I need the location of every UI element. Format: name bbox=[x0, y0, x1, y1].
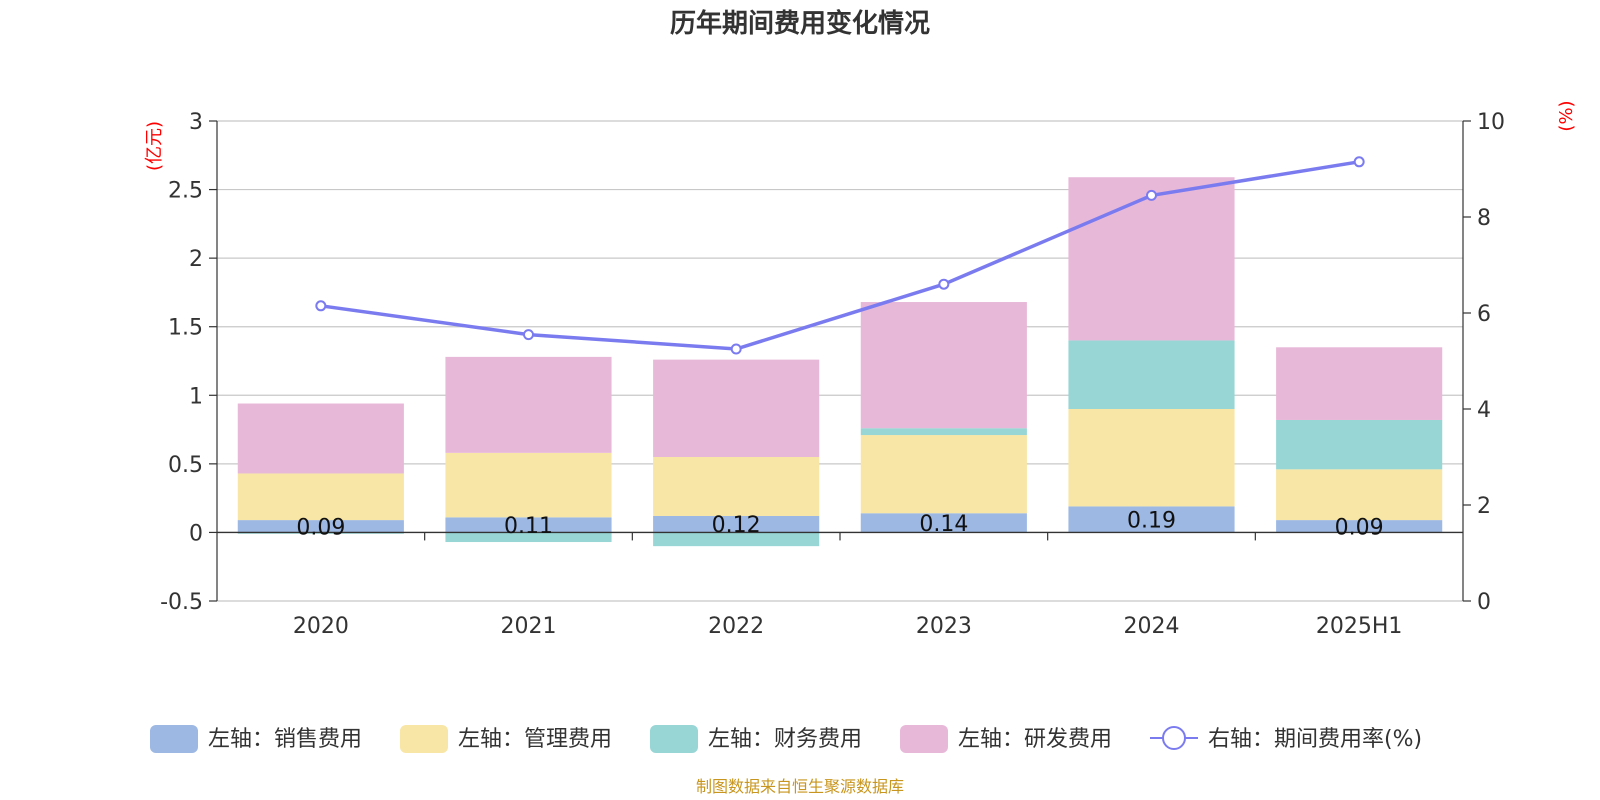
bar-value-label: 0.11 bbox=[504, 514, 553, 539]
right-tick-label: 6 bbox=[1477, 302, 1491, 327]
category-label: 2023 bbox=[916, 614, 972, 639]
rate-point bbox=[1146, 189, 1157, 201]
legend-label: 左轴：研发费用 bbox=[958, 727, 1112, 752]
bars bbox=[237, 177, 1443, 547]
category-label: 2024 bbox=[1124, 614, 1180, 639]
bar-segment bbox=[1276, 419, 1443, 470]
left-tick-label: 1 bbox=[189, 384, 203, 409]
bar-value-label: 0.12 bbox=[712, 513, 761, 538]
bar-value-label: 0.14 bbox=[919, 512, 968, 537]
right-tick-label: 0 bbox=[1477, 590, 1491, 615]
left-axis-unit: (亿元) bbox=[144, 121, 165, 171]
chart-title: 历年期间费用变化情况 bbox=[670, 8, 930, 39]
bar-segment bbox=[860, 302, 1027, 429]
bar-segment bbox=[445, 452, 612, 518]
left-tick-label: 3 bbox=[189, 110, 203, 135]
rate-line bbox=[315, 156, 1365, 355]
legend-swatch bbox=[150, 725, 198, 753]
right-tick-label: 4 bbox=[1477, 398, 1491, 423]
bar-labels: 0.09 0.11 0.12 0.14 0.19 0.09 bbox=[296, 508, 1383, 540]
bar-segment bbox=[1068, 340, 1235, 409]
right-tick-label: 10 bbox=[1477, 110, 1505, 135]
bar-segment bbox=[1276, 469, 1443, 521]
left-tick-label: 0 bbox=[189, 521, 203, 546]
bar-segment bbox=[653, 515, 820, 533]
bar-value-label: 0.19 bbox=[1127, 508, 1176, 533]
bar-value-label: 0.09 bbox=[296, 515, 345, 540]
bar-segment bbox=[653, 532, 820, 547]
bar-segment bbox=[860, 513, 1027, 533]
rate-point bbox=[1353, 156, 1365, 168]
legend-label: 右轴：期间费用率(%) bbox=[1208, 727, 1422, 752]
rate-point bbox=[938, 278, 950, 290]
bar-segment bbox=[237, 520, 404, 533]
rate-point bbox=[315, 300, 327, 312]
bar-segment bbox=[1276, 520, 1443, 533]
bar-segment bbox=[860, 428, 1027, 436]
bar-segment bbox=[1068, 506, 1235, 533]
bar-segment bbox=[237, 403, 404, 474]
category-label: 2022 bbox=[708, 614, 764, 639]
right-axis-unit: (%) bbox=[1556, 100, 1577, 131]
legend-swatch bbox=[650, 725, 698, 753]
left-tick-label: -0.5 bbox=[160, 590, 203, 615]
category-label: 2025H1 bbox=[1316, 614, 1403, 639]
left-tick-label: 2.5 bbox=[168, 179, 203, 204]
right-tick-label: 2 bbox=[1477, 494, 1491, 519]
bar-segment bbox=[445, 356, 612, 453]
bar-segment bbox=[653, 457, 820, 516]
bar-segment bbox=[860, 435, 1027, 514]
left-tick-label: 0.5 bbox=[168, 453, 203, 478]
legend: 左轴：销售费用 左轴：管理费用 左轴：财务费用 左轴：研发费用 右轴：期间费用率(%) bbox=[150, 725, 1422, 753]
category-label: 2020 bbox=[293, 614, 349, 639]
rate-series-line bbox=[320, 160, 1360, 351]
category-label: 2021 bbox=[501, 614, 557, 639]
bar-segment bbox=[445, 517, 612, 533]
bar-segment bbox=[1068, 177, 1235, 341]
source-note: 制图数据来自恒生聚源数据库 bbox=[696, 777, 904, 796]
right-tick-label: 8 bbox=[1477, 206, 1491, 231]
bar-value-label: 0.09 bbox=[1335, 515, 1384, 540]
legend-marker bbox=[1162, 726, 1186, 750]
legend-label: 左轴：财务费用 bbox=[708, 727, 862, 752]
rate-point bbox=[523, 329, 534, 341]
bar-segment bbox=[653, 359, 820, 457]
legend-label: 左轴：销售费用 bbox=[208, 727, 362, 752]
bar-segment bbox=[237, 473, 404, 521]
bar-segment bbox=[1276, 347, 1443, 420]
legend-label: 左轴：管理费用 bbox=[458, 727, 612, 752]
bar-segment bbox=[1068, 409, 1235, 507]
legend-swatch bbox=[900, 725, 948, 753]
left-tick-label: 1.5 bbox=[168, 316, 203, 341]
bar-segment bbox=[445, 532, 612, 543]
legend-swatch bbox=[400, 725, 448, 753]
rate-point bbox=[730, 343, 742, 355]
left-tick-label: 2 bbox=[189, 247, 203, 272]
